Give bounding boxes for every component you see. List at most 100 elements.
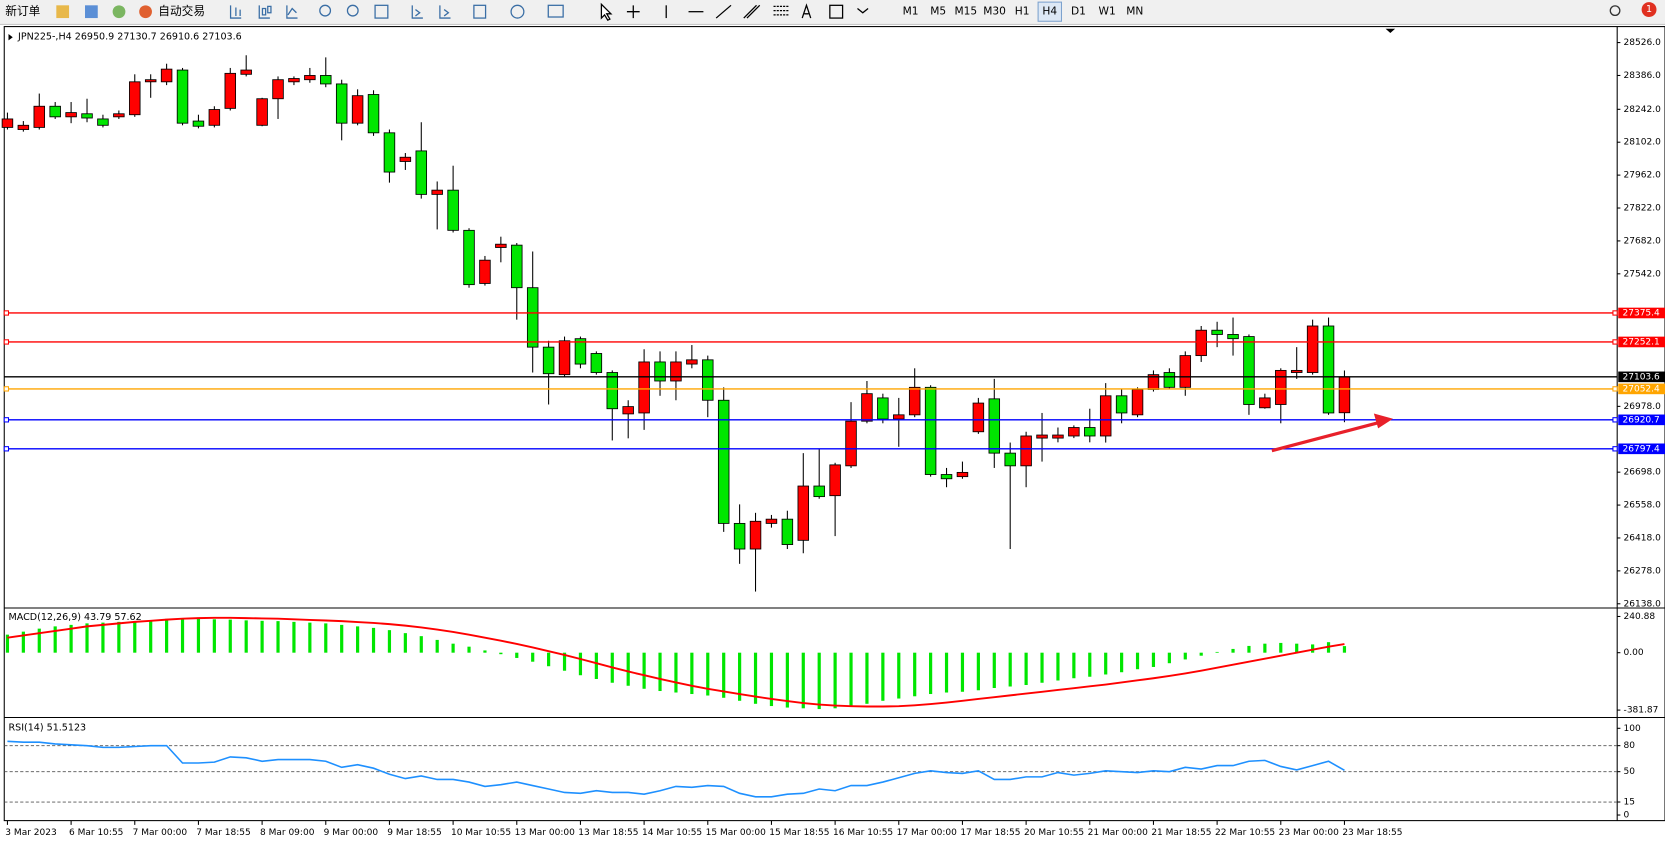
icon-candles[interactable] xyxy=(258,5,272,19)
button-auto-trading[interactable]: 自动交易 xyxy=(158,4,205,18)
macd-bar xyxy=(1088,652,1092,677)
timeframe-button[interactable]: M30 xyxy=(983,5,1006,18)
timeframe-button[interactable]: M15 xyxy=(955,5,978,18)
icon-text[interactable] xyxy=(801,3,812,19)
candle-body xyxy=(670,361,682,382)
timeframe-button[interactable]: M5 xyxy=(930,5,946,18)
macd-bar xyxy=(37,628,41,653)
macd-bar xyxy=(897,652,901,699)
candle-body xyxy=(399,156,412,162)
candle-body xyxy=(1179,355,1192,388)
candle-body xyxy=(893,414,905,420)
price-label: 27252.1 xyxy=(1622,337,1659,347)
candle-body xyxy=(272,79,284,100)
macd-bar xyxy=(1024,652,1028,686)
icon-scroll[interactable] xyxy=(411,5,423,19)
x-tick-label: 8 Mar 09:00 xyxy=(260,828,315,838)
icon-indicators[interactable] xyxy=(473,4,487,19)
macd-bar xyxy=(1056,652,1060,681)
icon-tile[interactable] xyxy=(374,4,389,19)
timeframe-button[interactable]: MN xyxy=(1126,5,1143,18)
macd-bar xyxy=(1342,646,1347,653)
macd-bar xyxy=(944,652,949,693)
candle-body xyxy=(542,346,555,375)
candle-body xyxy=(1020,435,1032,467)
arrow-shaft xyxy=(1271,421,1378,453)
candle-body xyxy=(590,353,603,373)
candle-body xyxy=(511,244,523,289)
candle-body xyxy=(1,118,14,128)
candle-body xyxy=(1068,427,1080,437)
candle-body xyxy=(940,474,953,480)
price-label-bg xyxy=(1618,371,1665,383)
price-label: 27103.6 xyxy=(1622,372,1660,382)
timeframe-button[interactable]: H4 xyxy=(1042,5,1057,18)
icon-label[interactable] xyxy=(829,4,844,19)
button-new-order[interactable]: 新订单 xyxy=(5,4,40,18)
timeframe-button[interactable]: D1 xyxy=(1071,5,1086,18)
macd-bar xyxy=(1104,652,1108,675)
icon-zoom-out[interactable] xyxy=(346,4,359,17)
x-tick-label: 20 Mar 10:55 xyxy=(1024,828,1084,838)
macd-bar xyxy=(419,636,423,653)
icon-zoom-in[interactable] xyxy=(319,4,332,17)
icon-bar-chart[interactable] xyxy=(229,5,242,19)
macd-bar xyxy=(960,652,965,692)
icon-search[interactable] xyxy=(1609,5,1621,17)
icon[interactable] xyxy=(139,5,152,19)
macd-bar xyxy=(881,652,885,701)
macd-bar xyxy=(594,652,598,679)
macd-bar xyxy=(1199,652,1203,656)
macd-bar xyxy=(1215,651,1219,653)
candle-body xyxy=(1211,329,1223,335)
price-label: 26920.7 xyxy=(1622,415,1659,425)
icon[interactable] xyxy=(112,5,126,19)
y-tick-label: 100 xyxy=(1624,724,1641,734)
x-tick-label: 7 Mar 00:00 xyxy=(133,828,188,838)
icon[interactable] xyxy=(85,5,98,19)
macd-signal-line xyxy=(7,616,1345,708)
candle-body xyxy=(845,420,857,467)
macd-bar xyxy=(5,634,10,653)
timeframe-button[interactable]: W1 xyxy=(1099,5,1116,18)
y-tick-label: 26558.0 xyxy=(1624,501,1662,511)
candle-body xyxy=(702,359,714,401)
x-tick-label: 15 Mar 00:00 xyxy=(706,828,766,838)
price-label-bg xyxy=(1618,414,1665,426)
macd-bar xyxy=(531,652,535,662)
y-tick-label: 15 xyxy=(1624,798,1635,808)
icon-periods[interactable] xyxy=(510,4,525,19)
y-tick-label: 50 xyxy=(1624,767,1636,777)
icon-fibo[interactable] xyxy=(773,5,789,16)
x-tick-label: 23 Mar 18:55 xyxy=(1342,828,1402,838)
icon-cursor[interactable] xyxy=(600,2,613,22)
icon-shift[interactable] xyxy=(439,5,451,19)
icon-templates[interactable] xyxy=(547,4,564,18)
macd-bar xyxy=(483,650,487,653)
x-tick-label: 13 Mar 18:55 xyxy=(578,828,638,838)
icon[interactable] xyxy=(56,5,70,19)
macd-bar xyxy=(738,652,742,701)
macd-bar xyxy=(562,652,567,671)
macd-bar xyxy=(21,631,25,653)
macd-bar xyxy=(515,652,519,658)
candle-body xyxy=(988,398,1001,454)
candle-body xyxy=(654,361,666,382)
candle-body xyxy=(686,359,698,365)
icon-line[interactable] xyxy=(286,5,298,19)
x-tick-label: 21 Mar 00:00 xyxy=(1088,828,1148,838)
icon-crosshair[interactable] xyxy=(626,5,640,19)
x-tick-label: 23 Mar 00:00 xyxy=(1279,828,1339,838)
candle-body xyxy=(1322,325,1335,414)
macd-bar xyxy=(499,652,503,655)
timeframe-button[interactable]: M1 xyxy=(903,5,919,18)
timeframe-button[interactable]: H1 xyxy=(1015,5,1030,18)
icon-channel[interactable] xyxy=(743,4,761,19)
icon-arrows[interactable] xyxy=(857,8,869,14)
x-tick-label: 22 Mar 10:55 xyxy=(1215,828,1275,838)
candle-body xyxy=(495,243,507,248)
notification-badge[interactable] xyxy=(1641,2,1657,18)
icon-trendline[interactable] xyxy=(715,4,732,19)
candle-body xyxy=(1195,329,1207,357)
